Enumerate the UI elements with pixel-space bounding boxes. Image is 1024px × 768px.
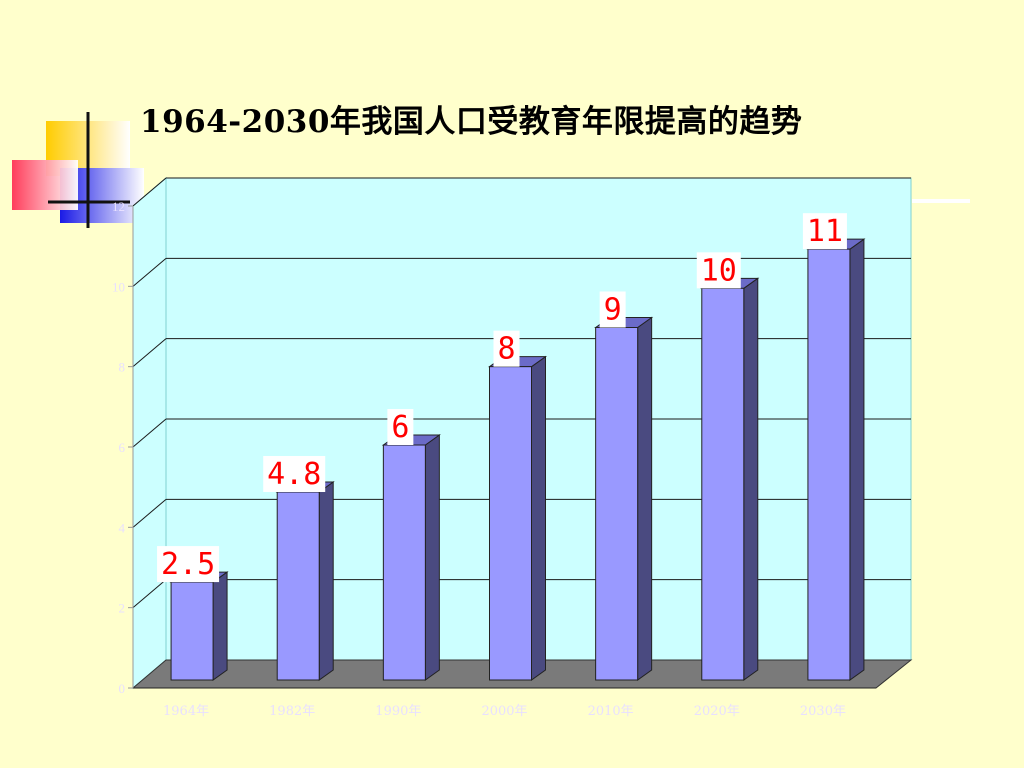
bar-side [212, 571, 228, 681]
data-label-text: 8 [497, 332, 515, 367]
gridline-side [132, 257, 167, 287]
bar-side [318, 481, 334, 681]
y-tick-label: 4 [119, 520, 126, 535]
bar-front [701, 287, 745, 681]
data-label-box [696, 252, 741, 289]
bar [487, 355, 548, 681]
x-tick-label: 1964年 [163, 704, 209, 719]
x-tick-label: 2010年 [588, 704, 634, 719]
bar [169, 571, 229, 681]
y-tick-label: 2 [119, 601, 126, 616]
bar [594, 316, 654, 681]
x-axis-labels: 1964年 1982年 1990年 2000年 2010年 2020年 2030年 [163, 704, 846, 719]
y-tick-label: 12 [112, 199, 125, 214]
x-tick-label: 2000年 [481, 704, 527, 719]
y-tick-label: 10 [112, 279, 125, 294]
bar-front [595, 327, 639, 681]
bar-side [531, 355, 546, 681]
data-label-box [599, 291, 626, 328]
x-tick-label: 1982年 [269, 704, 315, 719]
y-axis-ticks: 0 2 4 6 8 10 12 [112, 199, 133, 696]
data-label: 6 [387, 409, 414, 445]
gridline-side [132, 418, 167, 448]
data-label-box [387, 409, 414, 445]
x-tick-label: 2020年 [694, 704, 740, 719]
data-label-box [493, 330, 520, 367]
data-label: 4.8 [263, 456, 326, 492]
bar [806, 238, 866, 681]
y-tick-label: 0 [119, 681, 126, 696]
gridline-side [132, 338, 167, 368]
gridline-side [132, 498, 167, 528]
bar-front [170, 581, 214, 681]
data-label-text: 6 [391, 410, 409, 445]
gridline-side [132, 579, 167, 609]
data-label-box [157, 546, 220, 583]
data-label-text: 9 [604, 293, 622, 328]
bar-front [276, 491, 320, 681]
x-tick-label: 1990年 [375, 704, 421, 719]
bar-front [807, 248, 851, 681]
data-label: 2.5 [157, 546, 220, 583]
data-labels: 2.5 4.8 6 8 9 10 11 [157, 213, 847, 583]
bar [381, 434, 441, 681]
y-tick-label: 6 [119, 440, 126, 455]
x-tick-label: 2030年 [800, 704, 846, 719]
bar-side [637, 316, 653, 681]
bar-side [424, 434, 440, 681]
data-label: 9 [599, 291, 626, 328]
data-label-text: 11 [807, 214, 843, 249]
bar-front [382, 444, 426, 681]
data-label: 10 [696, 252, 741, 289]
page-title: 1964-2030年我国人口受教育年限提高的趋势 [140, 104, 803, 140]
y-tick-label: 8 [119, 360, 126, 375]
data-label-box [802, 213, 847, 250]
bar [275, 481, 335, 681]
data-label: 8 [493, 330, 520, 367]
bar-side [743, 277, 759, 681]
bar [700, 277, 760, 681]
data-label-text: 4.8 [267, 457, 321, 492]
data-label-box [263, 456, 326, 492]
bar-front [489, 366, 532, 681]
bars [169, 238, 866, 681]
bar-side [849, 238, 865, 681]
data-label-text: 2.5 [161, 547, 215, 582]
gridline-side [132, 177, 167, 207]
data-label-text: 10 [701, 253, 737, 288]
data-label: 11 [802, 213, 847, 250]
